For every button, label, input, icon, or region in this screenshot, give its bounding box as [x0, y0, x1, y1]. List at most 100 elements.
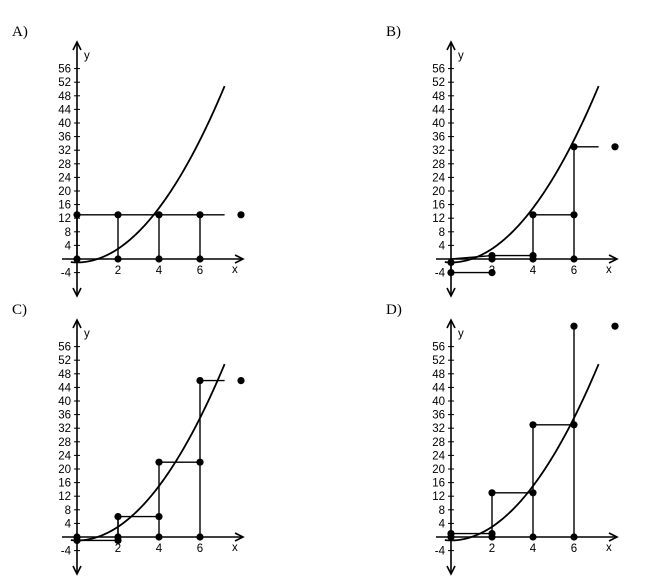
- data-point: [611, 143, 619, 151]
- data-point: [488, 530, 496, 538]
- function-curve: [70, 363, 226, 542]
- data-point: [529, 489, 537, 497]
- panel-a: A) y x -4 4 8 12 16 20 24 28 32 36 40 44 48 52 56 2 4 6: [0, 0, 320, 298]
- y-tick-label: 24: [58, 172, 71, 184]
- y-tick-label: 20: [58, 464, 71, 476]
- data-point: [237, 211, 245, 219]
- data-point: [529, 211, 537, 219]
- x-tick-label: 2: [115, 543, 121, 555]
- y-tick-label: 20: [432, 464, 445, 476]
- data-point: [196, 211, 204, 219]
- data-point: [73, 255, 81, 263]
- y-tick-label: 8: [439, 227, 445, 239]
- y-axis-arrow-down: [446, 287, 456, 298]
- data-point: [196, 377, 204, 385]
- data-point: [237, 377, 245, 385]
- y-tick-label: 36: [58, 132, 71, 144]
- y-tick-label: 56: [58, 342, 71, 354]
- y-tick-label: 36: [432, 132, 445, 144]
- y-tick-label: 24: [58, 450, 71, 462]
- data-point: [447, 269, 455, 277]
- y-tick-label: 36: [432, 410, 445, 422]
- y-tick-label: 56: [58, 64, 71, 76]
- y-tick-label: 32: [58, 423, 71, 435]
- y-tick-label: -4: [61, 268, 72, 280]
- data-point: [114, 533, 122, 541]
- data-point: [570, 211, 578, 219]
- y-tick-label: 36: [58, 410, 71, 422]
- y-tick-label: 16: [432, 200, 445, 212]
- x-axis-arrow: [608, 532, 619, 542]
- data-point: [570, 421, 578, 429]
- y-axis-arrow-up: [72, 40, 82, 51]
- y-tick-label: 48: [432, 369, 445, 381]
- data-point: [73, 536, 81, 544]
- data-point: [114, 255, 122, 263]
- y-tick-label: 20: [58, 186, 71, 198]
- data-point: [155, 513, 163, 521]
- data-point: [488, 489, 496, 497]
- y-tick-label: -4: [435, 268, 446, 280]
- data-point: [611, 322, 619, 330]
- data-point: [155, 255, 163, 263]
- y-tick-label: 40: [432, 396, 445, 408]
- panel-label: A): [12, 24, 28, 40]
- y-tick-label: 32: [432, 423, 445, 435]
- y-tick-label: 24: [432, 450, 445, 462]
- y-tick-label: 40: [58, 396, 71, 408]
- y-axis-arrow-down: [72, 287, 82, 298]
- data-point: [447, 530, 455, 538]
- data-point: [196, 255, 204, 263]
- data-point: [114, 211, 122, 219]
- x-axis-label: x: [606, 264, 612, 276]
- panel-label: C): [12, 302, 27, 318]
- y-tick-label: 4: [439, 518, 446, 530]
- y-tick-label: 12: [432, 491, 445, 503]
- y-tick-label: 8: [65, 227, 71, 239]
- function-curve: [70, 85, 226, 264]
- y-axis-arrow-down: [72, 565, 82, 576]
- x-tick-label: 4: [156, 543, 163, 555]
- y-tick-label: -4: [61, 546, 72, 558]
- y-tick-label: 12: [58, 491, 71, 503]
- data-point: [570, 255, 578, 263]
- y-tick-label: 28: [432, 437, 445, 449]
- data-point: [570, 533, 578, 541]
- y-tick-label: 52: [58, 77, 71, 89]
- data-point: [155, 211, 163, 219]
- data-point: [73, 211, 81, 219]
- y-tick-label: 56: [432, 64, 445, 76]
- y-axis-arrow-down: [446, 565, 456, 576]
- y-tick-label: 48: [432, 91, 445, 103]
- y-tick-label: 4: [65, 240, 72, 252]
- data-point: [570, 322, 578, 330]
- function-curve: [444, 85, 600, 264]
- y-tick-label: 28: [432, 159, 445, 171]
- x-tick-label: 6: [197, 265, 203, 277]
- y-tick-label: 52: [58, 355, 71, 367]
- data-point: [488, 269, 496, 277]
- y-tick-label: 16: [58, 200, 71, 212]
- x-axis-arrow: [234, 532, 245, 542]
- x-axis-label: x: [232, 264, 238, 276]
- y-axis-label: y: [84, 50, 90, 62]
- function-curve: [444, 363, 600, 542]
- y-tick-label: 56: [432, 342, 445, 354]
- x-tick-label: 6: [571, 265, 577, 277]
- y-axis-label: y: [458, 50, 464, 62]
- x-tick-label: 4: [530, 543, 537, 555]
- data-point: [529, 252, 537, 260]
- panel-d: D) y x -4 4 8 12 16 20 24 28 32 36 40 44 48 52 56 2 4 6: [374, 278, 650, 576]
- x-tick-label: 2: [115, 265, 121, 277]
- y-axis-label: y: [458, 328, 464, 340]
- y-tick-label: 4: [65, 518, 72, 530]
- y-tick-label: 16: [432, 478, 445, 490]
- y-tick-label: 20: [432, 186, 445, 198]
- y-tick-label: 44: [58, 104, 71, 116]
- y-tick-label: 16: [58, 478, 71, 490]
- y-tick-label: 12: [58, 213, 71, 225]
- x-axis-arrow: [608, 254, 619, 264]
